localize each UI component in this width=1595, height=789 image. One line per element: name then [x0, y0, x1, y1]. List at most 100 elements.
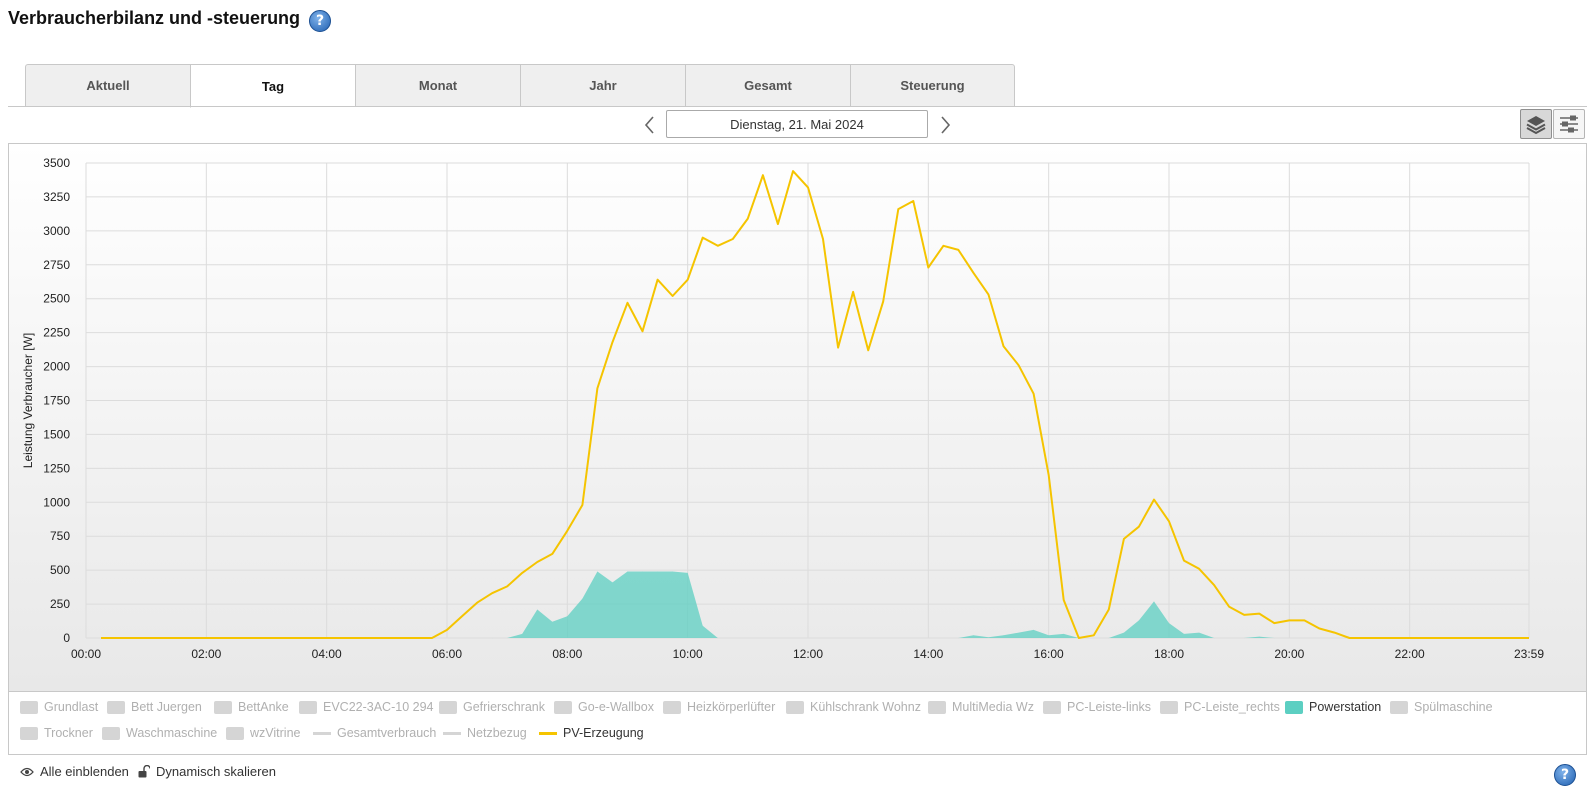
- legend-label: PV-Erzeugung: [563, 726, 644, 740]
- show-all-button[interactable]: Alle einblenden: [20, 764, 129, 779]
- help-icon-bottom[interactable]: ?: [1554, 764, 1576, 786]
- y-tick-label: 3500: [43, 156, 70, 170]
- y-tick-label: 2250: [43, 326, 70, 340]
- legend-item-trockner[interactable]: Trockner: [20, 724, 93, 742]
- x-tick-label: 02:00: [191, 647, 221, 661]
- x-tick-label: 23:59: [1514, 647, 1544, 661]
- legend-item-wzvitrine[interactable]: wzVitrine: [226, 724, 300, 742]
- legend-swatch: [1285, 700, 1303, 714]
- legend-label: PC-Leiste-links: [1067, 700, 1152, 714]
- chevron-left-icon[interactable]: [642, 115, 658, 135]
- series-line-pv-erzeugung: [101, 170, 1529, 639]
- stacked-view-button[interactable]: [1520, 109, 1552, 139]
- legend-swatch: [214, 700, 232, 714]
- legend-item-pc-leiste-links[interactable]: PC-Leiste-links: [1043, 698, 1151, 716]
- y-tick-label: 3250: [43, 190, 70, 204]
- tab-tag[interactable]: Tag: [190, 64, 355, 108]
- legend-item-sp-lmaschine[interactable]: Spülmaschine: [1390, 698, 1493, 716]
- eye-icon: [20, 767, 34, 776]
- settings-view-button[interactable]: [1553, 109, 1585, 139]
- legend-label: Netzbezug: [467, 726, 527, 740]
- tab-aktuell[interactable]: Aktuell: [25, 64, 190, 107]
- y-tick-label: 2500: [43, 292, 70, 306]
- legend-swatch: [539, 731, 557, 735]
- tab-steuerung[interactable]: Steuerung: [850, 64, 1015, 107]
- legend-item-grundlast[interactable]: Grundlast: [20, 698, 98, 716]
- legend-label: Trockner: [44, 726, 93, 740]
- x-tick-label: 18:00: [1154, 647, 1184, 661]
- legend-item-heizk-rperl-fter[interactable]: Heizkörperlüfter: [663, 698, 775, 716]
- legend-item-waschmaschine[interactable]: Waschmaschine: [102, 724, 217, 742]
- legend-swatch: [226, 726, 244, 740]
- series-area-powerstation: [492, 571, 1275, 638]
- legend-swatch: [299, 700, 317, 714]
- show-all-label: Alle einblenden: [40, 764, 129, 779]
- legend-label: Go-e-Wallbox: [578, 700, 654, 714]
- tab-monat[interactable]: Monat: [355, 64, 520, 107]
- y-tick-label: 2750: [43, 258, 70, 272]
- x-tick-label: 00:00: [71, 647, 101, 661]
- legend-item-powerstation[interactable]: Powerstation: [1285, 698, 1381, 716]
- legend-swatch: [439, 700, 457, 714]
- x-tick-label: 16:00: [1034, 647, 1064, 661]
- tabs-divider: [8, 106, 1587, 107]
- legend-swatch: [1160, 700, 1178, 714]
- legend-swatch: [20, 726, 38, 740]
- legend-swatch: [1043, 700, 1061, 714]
- legend-label: Waschmaschine: [126, 726, 218, 740]
- dynamic-scale-button[interactable]: Dynamisch skalieren: [138, 764, 276, 779]
- legend-swatch: [313, 731, 331, 735]
- legend-item-bettanke[interactable]: BettAnke: [214, 698, 289, 716]
- legend-label: EVC22-3AC-10 294: [323, 700, 434, 714]
- x-tick-label: 14:00: [913, 647, 943, 661]
- legend-label: BettAnke: [238, 700, 289, 714]
- legend-item-pc-leiste-rechts[interactable]: PC-Leiste_rechts: [1160, 698, 1280, 716]
- legend-item-pv-erzeugung[interactable]: PV-Erzeugung: [539, 724, 644, 742]
- legend-item-evc22-3ac-10-294[interactable]: EVC22-3AC-10 294: [299, 698, 433, 716]
- tab-gesamt[interactable]: Gesamt: [685, 64, 850, 107]
- legend-item-k-hlschrank-wohnz[interactable]: Kühlschrank Wohnz: [786, 698, 921, 716]
- y-tick-label: 1000: [43, 495, 70, 509]
- date-field[interactable]: Dienstag, 21. Mai 2024: [666, 110, 928, 138]
- chevron-right-icon[interactable]: [937, 115, 953, 135]
- page-title: Verbraucherbilanz und -steuerung: [8, 8, 301, 28]
- legend-label: Gefrierschrank: [463, 700, 545, 714]
- x-tick-label: 10:00: [673, 647, 703, 661]
- unlock-icon: [138, 765, 150, 778]
- legend-label: Grundlast: [44, 700, 99, 714]
- legend-item-multimedia-wz[interactable]: MultiMedia Wz: [928, 698, 1034, 716]
- legend-label: wzVitrine: [250, 726, 301, 740]
- legend-item-go-e-wallbox[interactable]: Go-e-Wallbox: [554, 698, 654, 716]
- tab-jahr[interactable]: Jahr: [520, 64, 685, 107]
- legend-label: Kühlschrank Wohnz: [810, 700, 921, 714]
- legend-swatch: [443, 731, 461, 735]
- y-tick-label: 750: [50, 529, 70, 543]
- layers-icon: [1526, 116, 1546, 135]
- chart-toolbar: Alle einblenden Dynamisch skalieren: [8, 755, 1587, 789]
- y-axis-label: Leistung Verbraucher [W]: [21, 333, 35, 468]
- legend-swatch: [107, 700, 125, 714]
- legend-swatch: [20, 700, 38, 714]
- sliders-icon: [1560, 115, 1578, 133]
- legend-item-bett-juergen[interactable]: Bett Juergen: [107, 698, 202, 716]
- legend-swatch: [102, 726, 120, 740]
- y-tick-label: 1500: [43, 427, 70, 441]
- legend-item-gefrierschrank[interactable]: Gefrierschrank: [439, 698, 545, 716]
- dynamic-scale-label: Dynamisch skalieren: [156, 764, 276, 779]
- legend-label: Bett Juergen: [131, 700, 202, 714]
- legend-swatch: [663, 700, 681, 714]
- y-tick-label: 1250: [43, 461, 70, 475]
- y-tick-label: 1750: [43, 394, 70, 408]
- legend-item-netzbezug[interactable]: Netzbezug: [443, 724, 527, 742]
- x-tick-label: 12:00: [793, 647, 823, 661]
- y-tick-label: 500: [50, 563, 70, 577]
- legend-item-gesamtverbrauch[interactable]: Gesamtverbrauch: [313, 724, 436, 742]
- chart-panel: 0 250 500 750 1000 1250 1500 1750 2000 2250 2500 27…: [8, 143, 1587, 692]
- y-tick-label: 3000: [43, 224, 70, 238]
- x-tick-label: 22:00: [1395, 647, 1425, 661]
- x-tick-label: 06:00: [432, 647, 462, 661]
- legend-swatch: [928, 700, 946, 714]
- legend-label: MultiMedia Wz: [952, 700, 1034, 714]
- x-tick-label: 08:00: [552, 647, 582, 661]
- help-icon[interactable]: ?: [309, 10, 331, 32]
